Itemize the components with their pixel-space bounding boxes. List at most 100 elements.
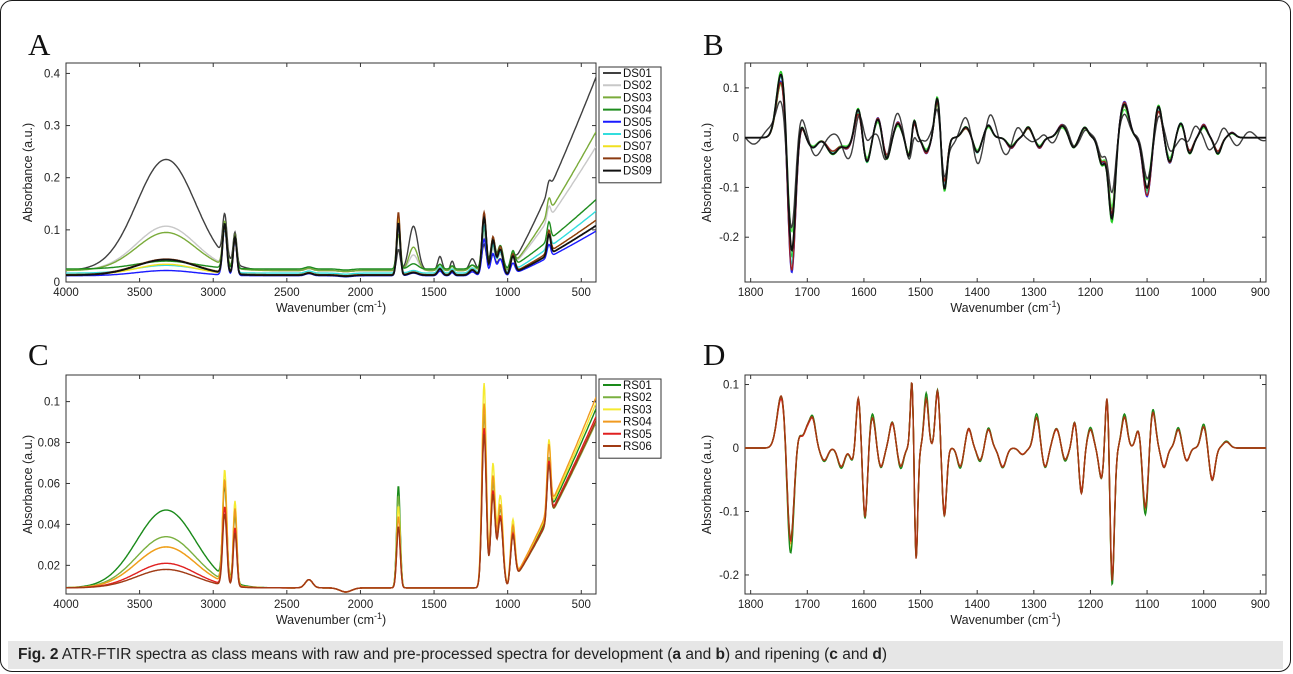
legend-label: DS03: [623, 92, 652, 104]
x-tick-label: 1800: [738, 599, 764, 611]
x-tick-label: 1700: [794, 599, 820, 611]
x-axis-label-text: Wavenumber (cm: [950, 613, 1048, 627]
legend-label: RS06: [623, 441, 652, 453]
caption-text: ) and ripening (: [725, 646, 830, 663]
legend-label: DS07: [623, 141, 652, 153]
y-axis-label: Absorbance (a.u.): [700, 435, 714, 534]
caption-text: and: [837, 646, 873, 663]
x-tick-label: 1400: [964, 287, 990, 299]
caption-text: and: [681, 646, 716, 663]
legend-label: DS08: [623, 153, 652, 165]
legend-label: DS05: [623, 117, 652, 129]
panel-letter: D: [703, 337, 725, 372]
x-tick-label: 1500: [908, 599, 934, 611]
x-axis-label-sup: -1: [1048, 611, 1056, 621]
series-line-ds01: [745, 100, 1266, 229]
y-axis-label: Absorbance (a.u.): [21, 123, 35, 222]
caption-text: ATR-FTIR spectra as class means with raw…: [58, 646, 673, 663]
x-tick-label: 1500: [421, 287, 447, 299]
x-tick-label: 1300: [1021, 599, 1047, 611]
x-tick-label: 1000: [495, 599, 521, 611]
caption-ref-b: b: [715, 646, 725, 663]
caption-ref-a: a: [672, 646, 682, 663]
x-tick-label: 1000: [495, 287, 521, 299]
x-tick-label: 1500: [421, 599, 447, 611]
y-tick-label: 0.06: [38, 478, 60, 490]
x-tick-label: 1800: [738, 287, 764, 299]
x-tick-label: 1700: [794, 287, 820, 299]
x-axis-label-end: ): [1057, 613, 1061, 627]
figure-caption: Fig. 2 ATR-FTIR spectra as class means w…: [8, 641, 1283, 669]
x-tick-label: 500: [572, 287, 591, 299]
x-tick-label: 3000: [200, 287, 226, 299]
series-group: [745, 381, 1266, 587]
x-tick-label: 3500: [127, 287, 153, 299]
y-tick-label: -0.2: [719, 570, 739, 582]
caption-text: ): [881, 646, 888, 663]
y-axis-label: Absorbance (a.u.): [700, 123, 714, 222]
caption-ref-c: c: [829, 646, 838, 663]
x-tick-label: 1600: [851, 599, 877, 611]
x-axis-label-end: ): [382, 613, 386, 627]
x-axis-label-text: Wavenumber (cm: [276, 613, 374, 627]
series-group: [745, 70, 1266, 274]
plot-area: [744, 374, 1267, 595]
x-axis-label: Wavenumber (cm-1): [276, 299, 386, 315]
spectra-figure: 4000 3500 3000 2500 2000 1500 1000 500 0 0.1 0.2 0.…: [21, 27, 1270, 627]
x-tick-label: 1300: [1021, 287, 1047, 299]
y-tick-label: 0: [733, 133, 739, 145]
x-tick-label: 1200: [1078, 287, 1104, 299]
x-axis-label: Wavenumber (cm-1): [950, 611, 1060, 627]
x-tick-label: 2500: [274, 599, 300, 611]
legend-label: DS01: [623, 68, 652, 80]
legend-label: DS02: [623, 80, 652, 92]
y-tick-label: -0.1: [719, 182, 739, 194]
x-axis-label: Wavenumber (cm-1): [276, 611, 386, 627]
x-axis-label-end: ): [1057, 301, 1061, 315]
x-tick-label: 1000: [1191, 599, 1217, 611]
y-tick-label: 0.1: [723, 380, 739, 392]
x-axis-label: Wavenumber (cm-1): [950, 299, 1060, 315]
x-tick-label: 1000: [1191, 287, 1217, 299]
panel-letter: B: [703, 27, 724, 62]
panel-letter: A: [28, 27, 51, 62]
caption-ref-d: d: [872, 646, 882, 663]
series-group: [66, 77, 596, 278]
legend-label: RS03: [623, 404, 652, 416]
x-axis-label-end: ): [382, 301, 386, 315]
x-tick-label: 1400: [964, 599, 990, 611]
series-line-ds03: [66, 131, 596, 273]
x-tick-label: 1500: [908, 287, 934, 299]
chart-panel-c: 4000 3500 3000 2500 2000 1500 1000 500 0.02 0.04 0…: [21, 337, 662, 627]
plot-area: [65, 62, 597, 283]
x-tick-label: 900: [1251, 599, 1270, 611]
chart-panel-a: 4000 3500 3000 2500 2000 1500 1000 500 0 0.1 0.2 0.…: [21, 27, 662, 315]
y-tick-label: 0.4: [44, 68, 61, 80]
y-axis-label: Absorbance (a.u.): [21, 435, 35, 534]
series-line-ds09: [745, 73, 1266, 253]
x-tick-label: 2000: [348, 599, 374, 611]
y-tick-label: 0.1: [44, 225, 60, 237]
x-tick-label: 3000: [200, 599, 226, 611]
x-tick-label: 2000: [348, 287, 374, 299]
y-tick-label: 0.2: [44, 173, 60, 185]
series-group: [66, 383, 596, 593]
legend-box: [598, 66, 662, 184]
x-tick-label: 500: [572, 599, 591, 611]
plot-area: [744, 62, 1267, 283]
series-line-ds09: [66, 214, 596, 278]
caption-fig-number: Fig. 2: [18, 646, 59, 663]
x-tick-label: 1200: [1078, 599, 1104, 611]
y-tick-label: 0: [54, 277, 60, 289]
chart-panel-d: 1800 1700 1600 1500 1400 1300 1200 1100 1000 900 -…: [700, 337, 1270, 627]
chart-panel-b: 1800 1700 1600 1500 1400 1300 1200 1100 1000 900 -…: [700, 27, 1270, 315]
x-tick-label: 3500: [127, 599, 153, 611]
legend-label: DS06: [623, 129, 652, 141]
x-tick-label: 1600: [851, 287, 877, 299]
legend-label: RS05: [623, 429, 652, 441]
x-tick-label: 1100: [1135, 287, 1160, 299]
panel-letter: C: [28, 337, 49, 372]
y-tick-label: 0.04: [38, 519, 61, 531]
y-tick-label: 0.1: [44, 397, 60, 409]
x-axis-label-text: Wavenumber (cm: [276, 301, 374, 315]
